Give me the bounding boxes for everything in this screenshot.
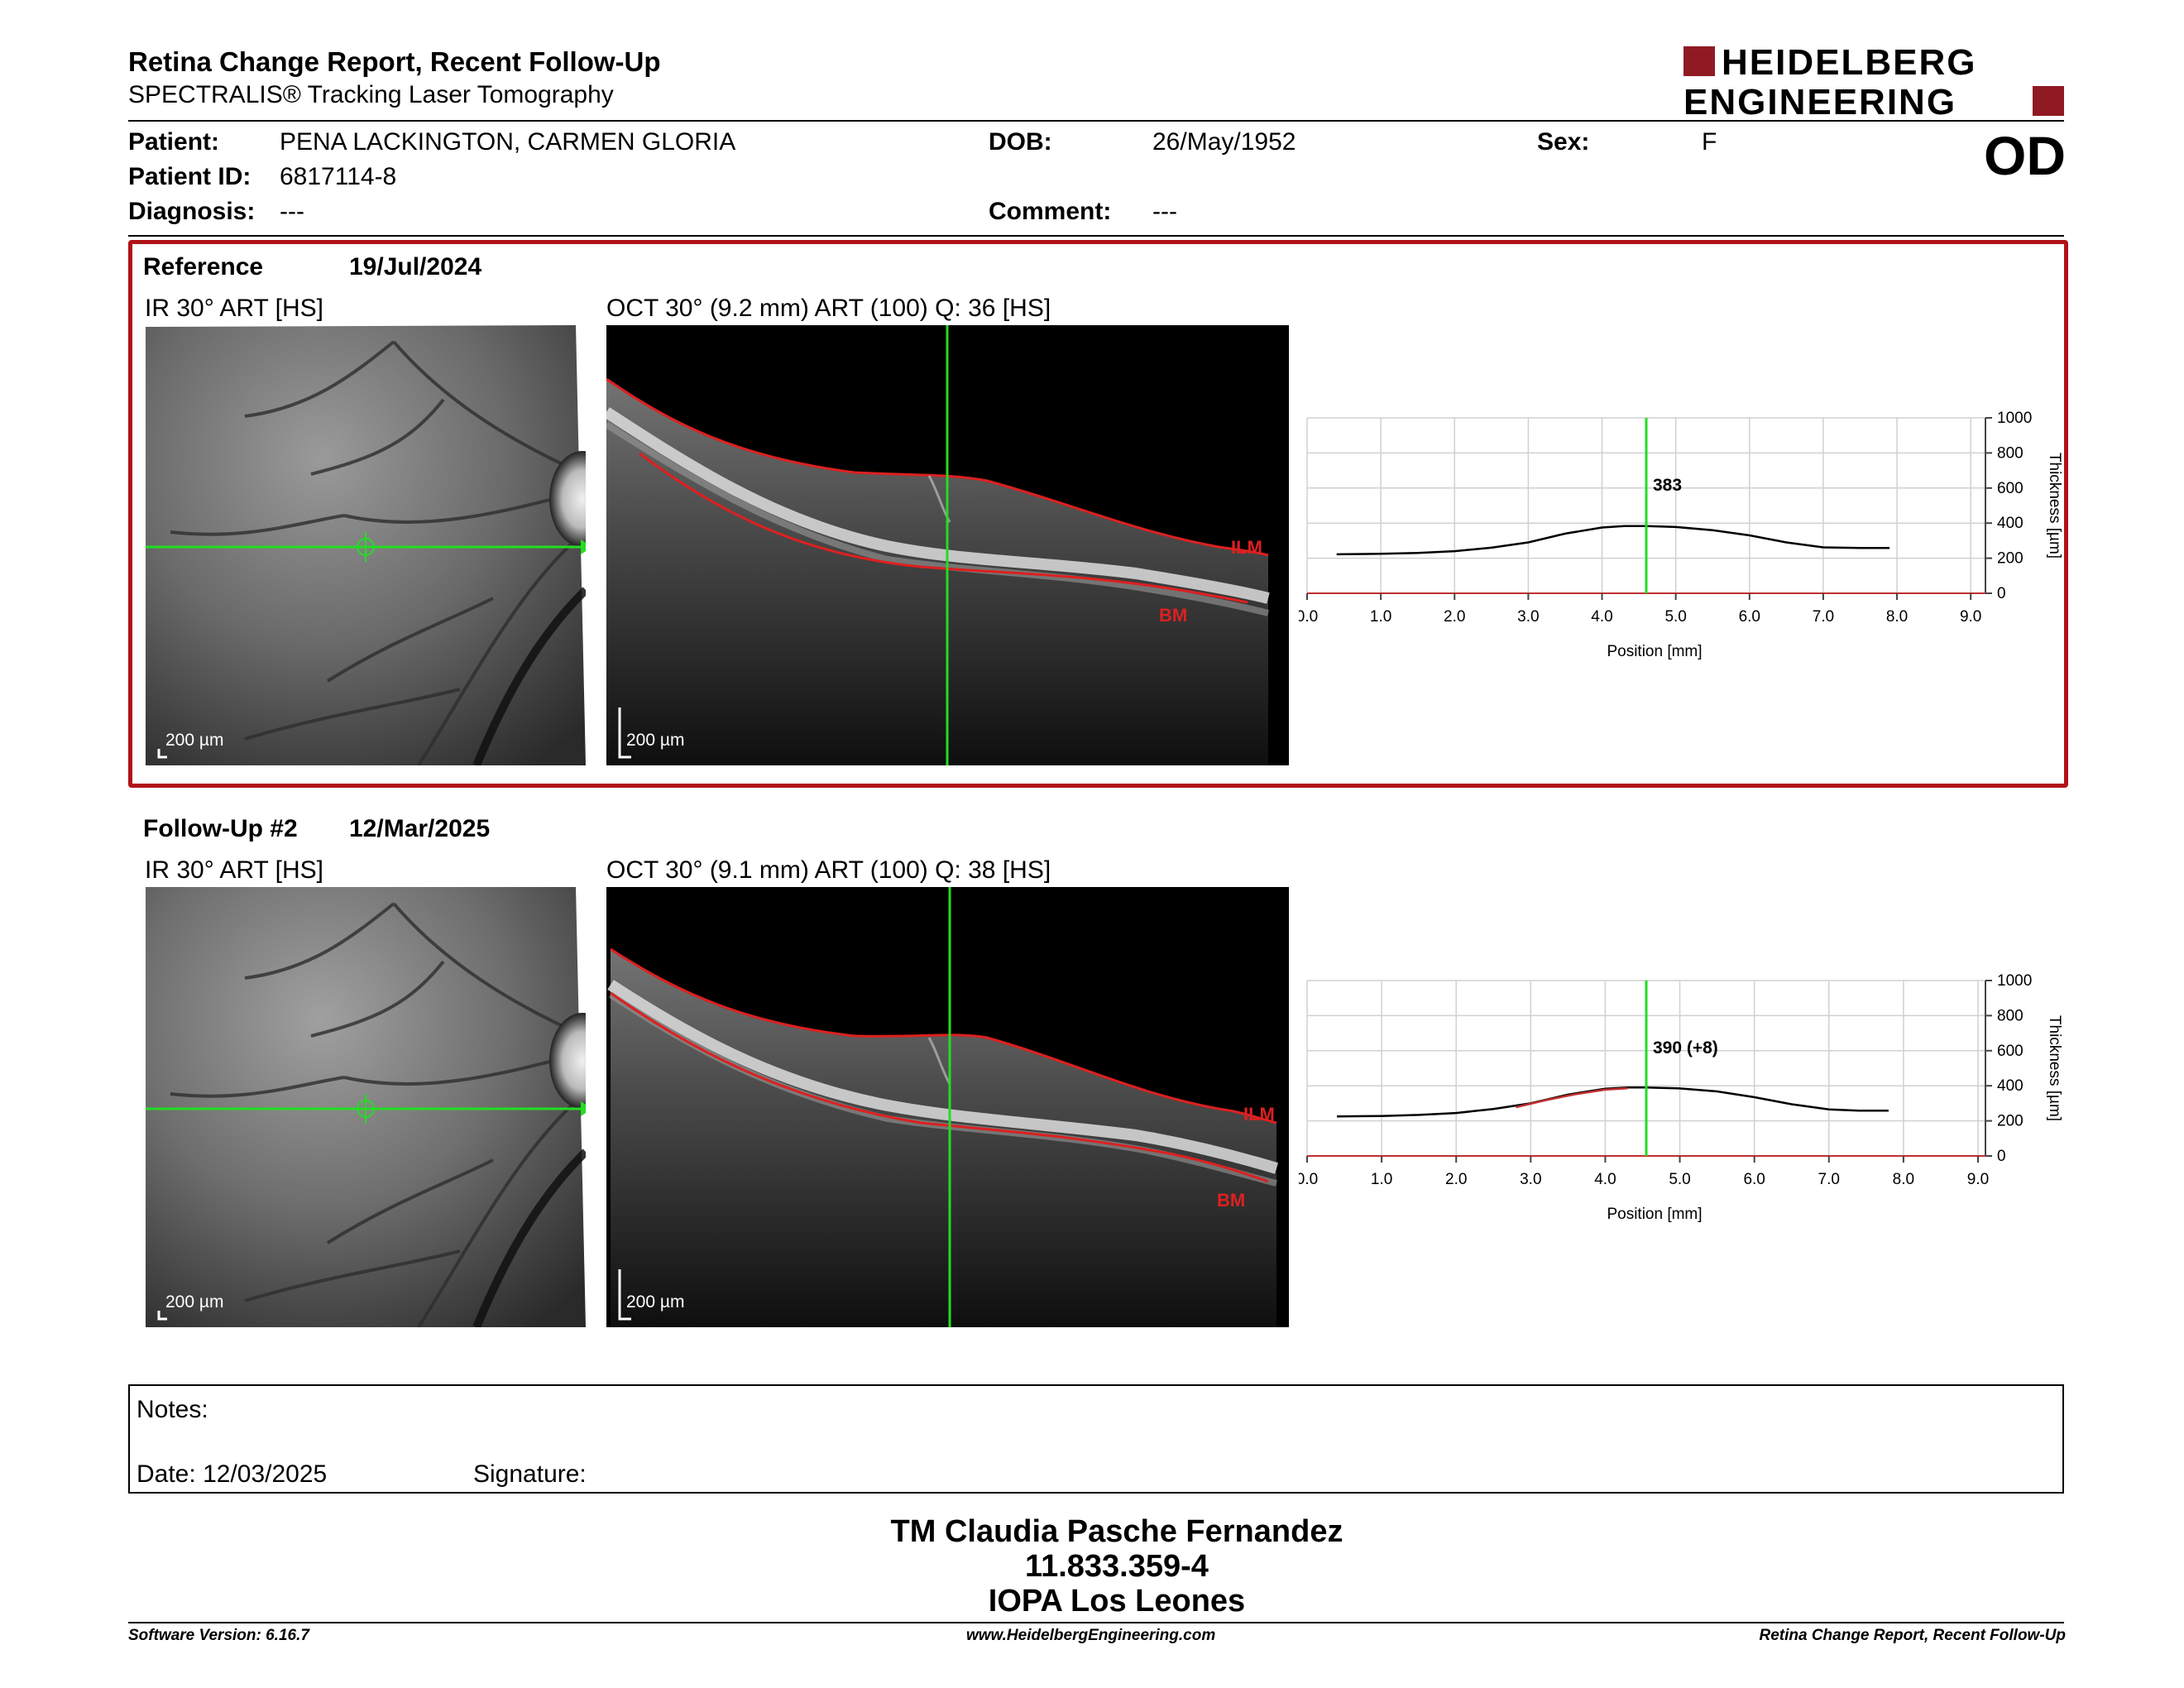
x-tick-label: 1.0 <box>1370 608 1391 626</box>
report-title: Retina Change Report, Recent Follow-Up <box>128 46 661 77</box>
y-tick-label: 400 <box>1997 515 2024 532</box>
thickness-series-0 <box>1336 525 1890 556</box>
clinic-name: IOPA Los Leones <box>988 1584 1246 1618</box>
reference-ilm-label: ILM <box>1231 537 1262 558</box>
x-tick-label: 9.0 <box>1960 608 1981 626</box>
eye-indicator: OD <box>1984 125 2066 186</box>
x-tick-label: 9.0 <box>1967 1171 1989 1188</box>
y-tick-label: 0 <box>1997 585 2006 602</box>
x-tick-label: 0.0 <box>1299 1171 1318 1188</box>
comment-label: Comment: <box>989 198 1112 225</box>
followup-ir-title: IR 30° ART [HS] <box>145 856 323 884</box>
x-tick-label: 3.0 <box>1520 1171 1541 1188</box>
patient-name: PENA LACKINGTON, CARMEN GLORIA <box>280 128 736 156</box>
reference-ir-image[interactable]: 200 µm <box>146 325 586 765</box>
x-tick-label: 8.0 <box>1893 1171 1914 1188</box>
notes-box[interactable]: Notes: Date: 12/03/2025 Signature: <box>128 1384 2064 1494</box>
y-tick-label: 800 <box>1997 444 2024 462</box>
x-tick-label: 2.0 <box>1444 608 1465 626</box>
patient-id: 6817114-8 <box>280 163 397 190</box>
logo-line2: ENGINEERING <box>1684 82 1956 122</box>
patient-id-label: Patient ID: <box>128 163 251 190</box>
dob-label: DOB: <box>989 128 1052 156</box>
x-tick-label: 7.0 <box>1813 608 1834 626</box>
followup-thickness-plot: 0.0 1.0 2.0 3.0 4.0 5.0 6.0 7.0 8.0 9.0 0 200 400 600… <box>1296 972 2063 1223</box>
comment-value: --- <box>1152 198 1177 225</box>
notes-label: Notes: <box>136 1396 208 1423</box>
x-tick-label: 4.0 <box>1591 608 1612 626</box>
reference-oct-scale: 200 µm <box>626 731 685 750</box>
reference-section-frame <box>128 240 2068 788</box>
reference-date: 19/Jul/2024 <box>349 253 482 281</box>
x-tick-label: 6.0 <box>1739 608 1760 626</box>
diagnosis-label: Diagnosis: <box>128 198 256 225</box>
y-tick-label: 800 <box>1997 1007 2024 1024</box>
operator-name: TM Claudia Pasche Fernandez <box>890 1514 1343 1549</box>
x-tick-label: 4.0 <box>1594 1171 1616 1188</box>
reference-label: Reference <box>143 253 264 281</box>
patient-label: Patient: <box>128 128 220 156</box>
sex-label: Sex: <box>1537 128 1590 156</box>
notes-date-label: Date: <box>136 1460 196 1488</box>
followup-oct-scale: 200 µm <box>626 1292 685 1312</box>
followup-label: Follow-Up #2 <box>143 815 298 842</box>
y-tick-label: 600 <box>1997 480 2024 497</box>
heidelberg-logo: HEIDELBERG ENGINEERING <box>1684 41 2064 124</box>
reference-bm-label: BM <box>1159 605 1187 626</box>
followup-oct-title: OCT 30° (9.1 mm) ART (100) Q: 38 [HS] <box>606 856 1051 884</box>
cursor-value-label: 383 <box>1653 476 1682 495</box>
reference-ir-title: IR 30° ART [HS] <box>145 295 323 322</box>
reference-oct-title: OCT 30° (9.2 mm) ART (100) Q: 36 [HS] <box>606 295 1051 322</box>
software-version: Software Version: 6.16.7 <box>128 1627 309 1644</box>
notes-date-value: 12/03/2025 <box>203 1460 328 1488</box>
x-tick-label: 0.0 <box>1299 608 1318 626</box>
followup-oct-image[interactable]: ILM BM 200 µm <box>606 887 1289 1327</box>
cursor-value-label: 390 (+8) <box>1653 1038 1718 1057</box>
thickness-series-1 <box>1516 1086 1628 1109</box>
followup-thickness-chart: 0.0 1.0 2.0 3.0 4.0 5.0 6.0 7.0 8.0 9.0 0 200 400 600… <box>1296 972 2085 1245</box>
x-tick-label: 2.0 <box>1445 1171 1467 1188</box>
reference-thickness-plot: 0.0 1.0 2.0 3.0 4.0 5.0 6.0 7.0 8.0 9.0 0 200 400 600… <box>1296 410 2063 660</box>
reference-oct-image[interactable]: ILM BM 200 µm <box>606 325 1289 765</box>
x-tick-label: 3.0 <box>1517 608 1539 626</box>
followup-bm-label: BM <box>1217 1190 1245 1211</box>
y-axis-label: Thickness [µm] <box>2046 1015 2063 1121</box>
x-tick-label: 5.0 <box>1669 1171 1690 1188</box>
diagnosis-value: --- <box>280 198 304 225</box>
dob-value: 26/May/1952 <box>1152 128 1296 156</box>
website-link[interactable]: www.HeidelbergEngineering.com <box>966 1627 1216 1644</box>
thickness-series-0 <box>1336 1086 1889 1118</box>
followup-ir-scale: 200 µm <box>165 1292 224 1312</box>
y-tick-label: 600 <box>1997 1043 2024 1060</box>
y-tick-label: 400 <box>1997 1077 2024 1095</box>
x-tick-label: 8.0 <box>1886 608 1908 626</box>
notes-date: Date: 12/03/2025 <box>136 1460 327 1489</box>
sex-value: F <box>1702 128 1717 156</box>
y-tick-label: 0 <box>1997 1148 2006 1165</box>
notes-signature-label: Signature: <box>473 1460 587 1488</box>
y-tick-label: 200 <box>1997 1113 2024 1130</box>
x-axis-label: Position [mm] <box>1607 643 1702 660</box>
followup-date: 12/Mar/2025 <box>349 815 491 842</box>
footer-report-name: Retina Change Report, Recent Follow-Up <box>1759 1627 2066 1644</box>
y-tick-label: 1000 <box>1997 972 2032 990</box>
x-axis-label: Position [mm] <box>1607 1206 1702 1223</box>
y-tick-label: 1000 <box>1997 410 2032 427</box>
x-tick-label: 6.0 <box>1743 1171 1765 1188</box>
y-tick-label: 200 <box>1997 550 2024 568</box>
followup-ilm-label: ILM <box>1243 1104 1275 1125</box>
followup-ir-image[interactable]: 200 µm <box>146 887 586 1327</box>
x-tick-label: 1.0 <box>1371 1171 1392 1188</box>
operator-id: 11.833.359-4 <box>1025 1549 1209 1584</box>
logo-line1: HEIDELBERG <box>1722 42 1976 83</box>
report-subtitle: SPECTRALIS® Tracking Laser Tomography <box>128 81 614 108</box>
x-tick-label: 7.0 <box>1818 1171 1840 1188</box>
x-tick-label: 5.0 <box>1664 608 1686 626</box>
reference-ir-scale: 200 µm <box>165 731 224 750</box>
reference-thickness-chart: 0.0 1.0 2.0 3.0 4.0 5.0 6.0 7.0 8.0 9.0 0 200 400 600… <box>1296 410 2085 683</box>
y-axis-label: Thickness [µm] <box>2046 453 2063 559</box>
